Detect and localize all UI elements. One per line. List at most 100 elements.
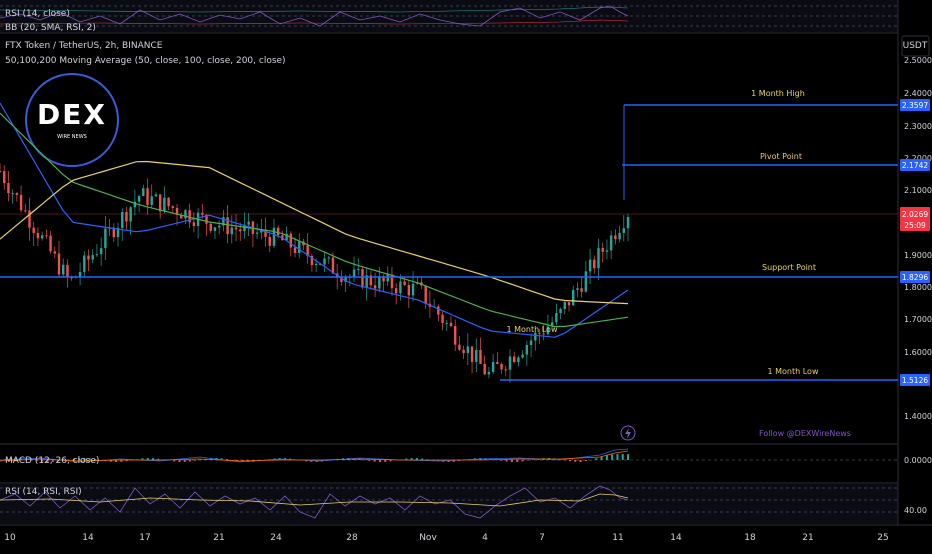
macd-bar [173,460,176,462]
candle-body [399,281,402,294]
candle-body [542,333,545,335]
macd-bar [373,460,376,462]
rsi-panel [0,484,898,524]
candle-body [424,285,427,304]
candle-body [24,210,27,212]
macd-bar [183,460,186,462]
macd-bar [363,459,366,461]
candle-body [243,224,246,232]
svg-text:2.2000: 2.2000 [904,154,932,163]
macd-bar [605,455,608,460]
candle-body [129,207,132,222]
macd-bar [510,460,513,462]
level-support-point: Support Point [0,263,898,278]
macd-bar [611,454,614,460]
svg-text:2.3597: 2.3597 [902,101,928,110]
currency-label: USDT [903,41,928,51]
candle-body [588,259,592,272]
candle-body [163,197,166,212]
rsi-label: RSI (14, RSI, RSI) [5,487,82,497]
candle-body [222,217,225,226]
macd-signal [0,450,629,462]
svg-text:2.5000: 2.5000 [904,56,932,65]
svg-text:2.0269: 2.0269 [902,210,928,219]
rsi-line [0,485,629,519]
candle-body [285,233,288,241]
candle-body [226,217,229,235]
candle-body [479,350,482,364]
lightning-icon[interactable] [620,425,636,441]
macd-bar [410,458,413,460]
candle-body [538,332,541,334]
macd-bar [516,460,519,462]
macd-bar [458,460,461,461]
candle-body [555,313,558,323]
candle-body [255,232,259,234]
candle-body [264,229,267,237]
candle-body [597,248,600,269]
candle-body [491,361,495,372]
macd-bar [357,458,360,460]
candle-body [314,263,318,266]
svg-text:1.4000: 1.4000 [904,412,932,421]
chart-title: FTX Token / TetherUS, 2h, BINANCE [5,41,163,51]
candle-body [209,223,212,231]
candle-body [205,214,208,224]
candle-body [344,277,347,282]
candle-body [365,275,368,288]
tag-1-month-low: 1.5126 [900,374,930,386]
candle-body [146,188,149,205]
top-rsi-label: RSI (14, close) [5,9,70,19]
candle-body [11,193,14,195]
candle-body [411,283,415,296]
candle-body [184,210,187,219]
macd-bar [495,459,498,461]
candle-body [504,369,507,371]
candle-body [234,227,238,230]
top-rsi-line [0,5,629,27]
candle-body [319,263,322,265]
svg-text:17: 17 [139,533,150,543]
svg-text:2.4000: 2.4000 [904,89,932,98]
candle-body [340,277,343,282]
tag-pivot-point: 2.1742 [900,159,930,171]
candle-body [403,281,406,286]
macd-bar [51,460,54,462]
candle-body [289,233,293,248]
macd-bar [83,458,86,460]
date-ticks: 10 14 17 21 24 28 Nov 4 7 11 14 18 21 25 [4,533,888,543]
candle-body [19,194,23,211]
candle-body [121,211,124,228]
tag-1-month-high: 2.3597 [900,99,930,111]
svg-text:10: 10 [4,533,16,543]
candle-body [192,222,196,227]
macd-bar [157,458,160,460]
candle-body [158,194,162,212]
follow-text: Follow @DEXWireNews [759,429,851,438]
candle-body [0,171,2,172]
candle-body [508,356,512,370]
candle-body [576,288,579,290]
top-bb-line [0,6,629,13]
macd-bar [220,458,223,460]
candle-body [618,232,621,240]
candle-body [462,349,465,354]
svg-text:28: 28 [346,533,358,543]
svg-text:14: 14 [82,533,94,543]
macd-bar [421,458,424,460]
candle-body [386,274,389,282]
macd-bar [225,459,228,460]
svg-text:Pivot Point: Pivot Point [760,152,802,161]
svg-text:21: 21 [802,533,813,543]
svg-text:Nov: Nov [419,533,437,543]
candle-body [390,274,394,289]
macd-bar [41,460,44,462]
candle-body [95,254,99,256]
macd-bar [188,460,191,462]
macd-bar [526,460,529,461]
candle-body [293,247,297,253]
candle-body [133,201,137,208]
ma-legend: 50,100,200 Moving Average (50, close, 10… [5,56,286,66]
top-rsi-panel [0,0,898,32]
